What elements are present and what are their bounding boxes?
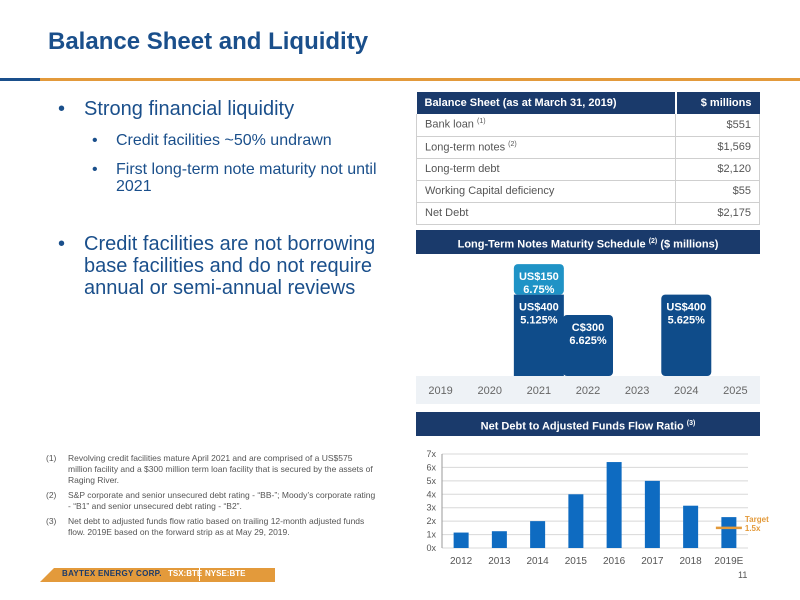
table-header-label: Balance Sheet (as at March 31, 2019) <box>416 92 676 114</box>
ratio-x-tick-label: 2012 <box>450 556 473 567</box>
ratio-target-label: Target 1.5x <box>745 515 769 533</box>
ratio-y-tick-label: 2x <box>426 516 436 526</box>
ratio-bar <box>491 531 507 548</box>
table-row: Net Debt $2,175 <box>415 202 760 225</box>
bullet-credit-facilities-not-borrowing-base: Credit facilities are not borrowing base… <box>58 233 378 299</box>
maturity-chart-title-text: Long-Term Notes Maturity Schedule <box>457 238 646 251</box>
ratio-y-tick-label: 4x <box>426 489 436 499</box>
bullet-strong-liquidity: Strong financial liquidity <box>58 98 378 120</box>
row-label: Net Debt <box>425 207 469 219</box>
footer-bar <box>40 568 275 582</box>
maturity-x-tick-label: 2025 <box>723 385 747 397</box>
footer-separator <box>199 567 200 581</box>
ratio-chart-title: Net Debt to Adjusted Funds Flow Ratio (3… <box>416 412 760 436</box>
maturity-bar <box>661 294 712 376</box>
ratio-x-tick-label: 2019E <box>714 556 743 567</box>
maturity-x-tick-label: 2023 <box>625 385 649 397</box>
balance-sheet-table: Balance Sheet (as at March 31, 2019) $ m… <box>415 92 760 225</box>
bullet-list: Strong financial liquidity Credit facili… <box>58 98 378 299</box>
ratio-y-tick-label: 7x <box>426 449 436 459</box>
maturity-x-tick-label: 2021 <box>527 385 551 397</box>
footer-brand-logo: BAYTEX ENERGY CORP. <box>62 569 162 578</box>
footnote: (3) Net debt to adjusted funds flow rati… <box>46 516 376 538</box>
footnote: (2) S&P corporate and senior unsecured d… <box>46 490 376 512</box>
row-value: $551 <box>675 114 760 137</box>
maturity-chart-title-suffix: ($ millions) <box>660 238 719 251</box>
footer-ticker-tsx: TSX:BTE <box>168 569 203 578</box>
footnote-number: (1) <box>46 453 57 463</box>
ratio-bar <box>453 532 469 548</box>
x-axis-band <box>416 376 760 404</box>
maturity-chart-title: Long-Term Notes Maturity Schedule (2) ($… <box>416 230 760 254</box>
maturity-bar-label: US$400 5.625% <box>666 302 706 327</box>
table-row: Working Capital deficiency $55 <box>415 180 760 203</box>
ratio-chart-title-note: (3) <box>686 420 696 427</box>
ratio-x-tick-label: 2018 <box>680 556 703 567</box>
sub-bullet-credit-facilities: Credit facilities ~50% undrawn <box>92 132 378 149</box>
ratio-chart-title-text: Net Debt to Adjusted Funds Flow Ratio <box>480 420 684 433</box>
maturity-x-tick-label: 2019 <box>428 385 452 397</box>
maturity-bar <box>513 294 564 376</box>
row-value: $1,569 <box>675 136 760 159</box>
footnote: (1) Revolving credit facilities mature A… <box>46 453 376 486</box>
row-label: Long-term notes <box>425 141 506 154</box>
ratio-y-tick-label: 5x <box>426 476 436 486</box>
maturity-chart: 2019 2020 US$400 5.125% US$150 6.75% 2021 C$300… <box>416 264 760 404</box>
ratio-bar <box>530 521 546 548</box>
maturity-bar-label: US$150 6.75% <box>519 271 559 296</box>
row-label: Long-term debt <box>425 163 500 175</box>
row-note: (2) <box>508 140 517 148</box>
row-label: Working Capital deficiency <box>425 185 555 197</box>
ratio-x-tick-label: 2015 <box>565 556 588 567</box>
ratio-y-tick-label: 6x <box>426 462 436 472</box>
footnotes: (1) Revolving credit facilities mature A… <box>46 453 376 542</box>
footnote-text: S&P corporate and senior unsecured debt … <box>68 490 376 511</box>
ratio-bar <box>683 505 699 548</box>
ratio-x-tick-label: 2016 <box>603 556 626 567</box>
table-row: Long-term debt $2,120 <box>415 158 760 181</box>
table-header-value: $ millions <box>674 92 760 114</box>
row-value: $55 <box>675 180 760 203</box>
ratio-x-tick-label: 2014 <box>527 556 550 567</box>
table-header-row: Balance Sheet (as at March 31, 2019) $ m… <box>416 92 760 114</box>
maturity-bar-label: C$300 6.625% <box>569 322 607 347</box>
ratio-x-tick-label: 2013 <box>488 556 511 567</box>
row-label: Bank loan <box>425 119 474 132</box>
footnote-text: Revolving credit facilities mature April… <box>68 453 373 485</box>
row-value: $2,175 <box>675 202 760 225</box>
footnote-text: Net debt to adjusted funds flow ratio ba… <box>68 516 365 537</box>
maturity-bar <box>563 314 613 376</box>
table-row: Long-term notes (2) $1,569 <box>415 136 760 159</box>
ratio-chart: 0x 1x 2x 3x 4x 5x 6x 7x 2012 2013 2014 2015 2016 2017… <box>426 449 769 567</box>
ratio-y-tick-label: 3x <box>426 503 436 513</box>
maturity-x-tick-label: 2024 <box>674 385 698 397</box>
maturity-bar <box>513 264 564 295</box>
ratio-x-tick-label: 2017 <box>641 556 664 567</box>
footer-ticker-nyse: NYSE:BTE <box>205 569 246 578</box>
footnote-number: (2) <box>46 490 57 500</box>
row-value: $2,120 <box>675 158 760 181</box>
maturity-chart-title-note: (2) <box>648 238 658 245</box>
maturity-x-tick-label: 2022 <box>576 385 600 397</box>
maturity-bar-label: US$400 5.125% <box>519 302 559 327</box>
ratio-y-tick-label: 1x <box>426 530 436 540</box>
footnote-number: (3) <box>46 516 57 526</box>
ratio-bar <box>721 517 737 548</box>
ratio-y-tick-label: 0x <box>426 543 436 553</box>
title-rule <box>40 78 800 81</box>
title-rule-left <box>0 78 40 81</box>
ratio-bar <box>606 462 622 548</box>
sub-bullet-note-maturity: First long-term note maturity not until … <box>92 161 378 195</box>
page-title: Balance Sheet and Liquidity <box>48 28 369 55</box>
page-number: 11 <box>738 570 748 580</box>
row-note: (1) <box>477 118 486 126</box>
sub-bullet-list: Credit facilities ~50% undrawn First lon… <box>92 132 378 195</box>
table-row: Bank loan (1) $551 <box>415 114 760 137</box>
ratio-bar <box>644 480 660 548</box>
maturity-x-tick-label: 2020 <box>477 385 501 397</box>
ratio-bar <box>568 494 584 548</box>
